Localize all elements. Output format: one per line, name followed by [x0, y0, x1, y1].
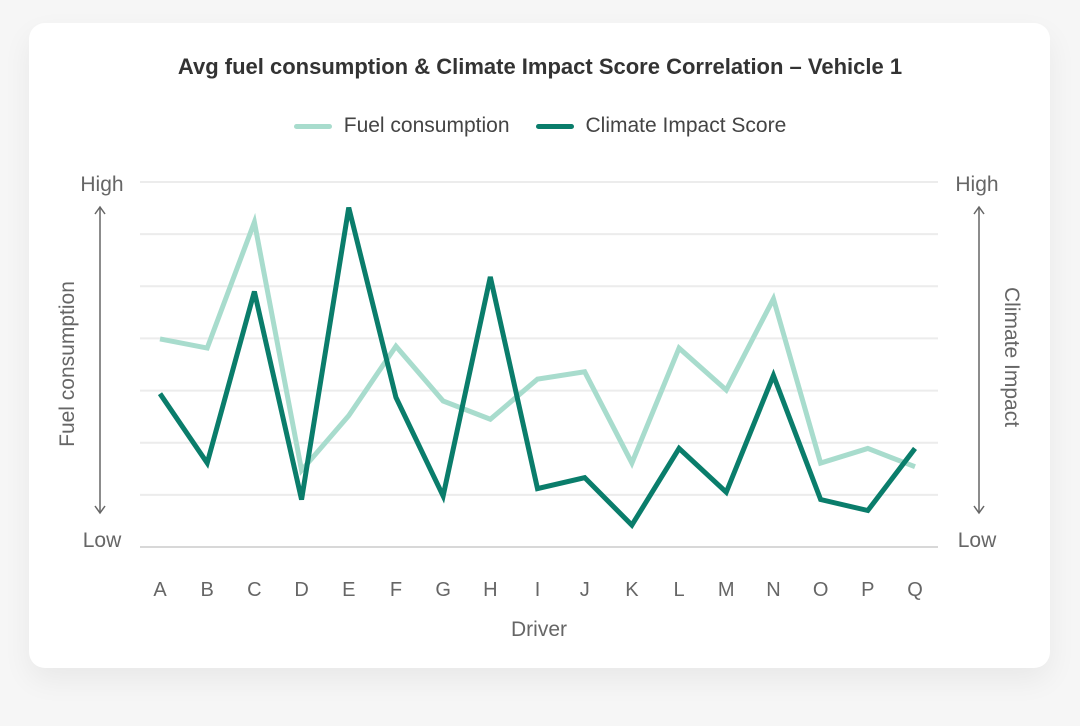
chart-title: Avg fuel consumption & Climate Impact Sc…: [177, 54, 903, 79]
x-tick-label: H: [483, 579, 497, 601]
x-tick-label: C: [247, 579, 261, 601]
legend-swatch-fuel: [293, 123, 332, 129]
legend: Fuel consumption Climate Impact Score: [0, 114, 1080, 138]
x-tick-label: F: [390, 579, 402, 601]
y-left-high-label: High: [80, 173, 123, 196]
x-tick-label: Q: [907, 579, 923, 601]
legend-item-climate[interactable]: Climate Impact Score: [535, 114, 787, 138]
x-tick-label: D: [294, 579, 308, 601]
x-tick-label: A: [153, 579, 167, 601]
y-left-axis-title: Fuel consumption: [56, 281, 79, 447]
x-tick-label: L: [674, 579, 685, 601]
x-tick-label: I: [535, 579, 541, 601]
y-right-low-label: Low: [958, 529, 997, 552]
x-tick-label: B: [201, 579, 214, 601]
y-left-low-label: Low: [83, 529, 122, 552]
y-right-axis-title: Climate Impact: [1000, 287, 1023, 427]
x-tick-label: K: [625, 579, 639, 601]
x-tick-label: O: [813, 579, 829, 601]
legend-label-fuel: Fuel consumption: [343, 114, 510, 137]
y-left-arrow-icon: [94, 205, 106, 515]
series-line-climate: [157, 206, 917, 530]
legend-swatch-climate: [535, 123, 574, 129]
x-axis-title: Driver: [511, 618, 567, 641]
series-line-fuel: [159, 212, 916, 476]
y-right-high-label: High: [955, 173, 998, 196]
y-right-arrow-icon: [973, 205, 985, 515]
x-tick-label: J: [580, 579, 590, 601]
x-tick-label: E: [342, 579, 355, 601]
x-tick-label: M: [718, 579, 735, 601]
x-tick-label: N: [766, 579, 780, 601]
legend-item-fuel[interactable]: Fuel consumption: [293, 114, 510, 138]
legend-label-climate: Climate Impact Score: [585, 114, 787, 137]
x-tick-label: P: [861, 579, 874, 601]
x-tick-label: G: [435, 579, 451, 601]
